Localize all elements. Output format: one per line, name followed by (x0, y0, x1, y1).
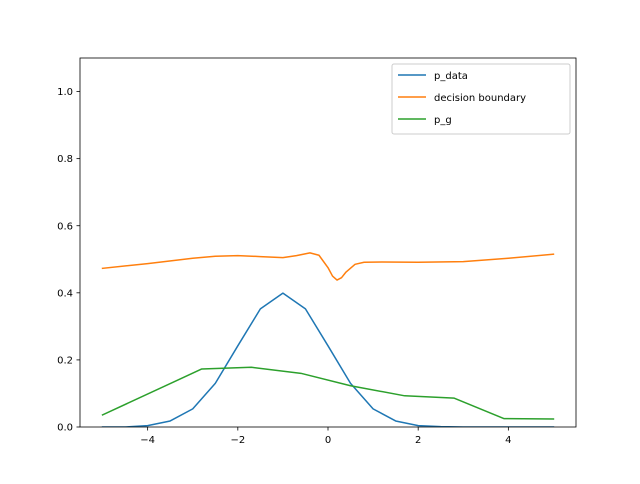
legend-label-p-data: p_data (434, 71, 468, 82)
legend-label-decision-boundary: decision boundary (434, 93, 526, 104)
series-line-p-g (101, 366, 555, 420)
y-tick-label: 0.2 (57, 356, 73, 367)
y-tick-label: 0.0 (57, 423, 73, 434)
x-tick-label: −2 (230, 435, 245, 446)
legend-box (391, 63, 571, 135)
legend-label-p-g: p_g (434, 115, 452, 126)
y-tick-label: 0.6 (57, 221, 73, 232)
x-tick-label: −4 (140, 435, 155, 446)
x-tick-label: 2 (415, 435, 421, 446)
y-tick-label: 0.8 (57, 154, 73, 165)
series-line-decision-boundary (101, 252, 555, 281)
series-line-p-data (101, 292, 555, 427)
series-layer (101, 252, 555, 427)
legend: p_data decision boundary p_g (391, 63, 571, 135)
x-tick-label: 4 (505, 435, 511, 446)
y-axis: 0.0 0.2 0.4 0.6 0.8 1.0 (57, 87, 80, 434)
x-tick-label: 0 (325, 435, 331, 446)
y-tick-label: 0.4 (57, 288, 73, 299)
y-tick-label: 1.0 (57, 87, 73, 98)
x-axis: −4 −2 0 2 4 (140, 427, 512, 446)
